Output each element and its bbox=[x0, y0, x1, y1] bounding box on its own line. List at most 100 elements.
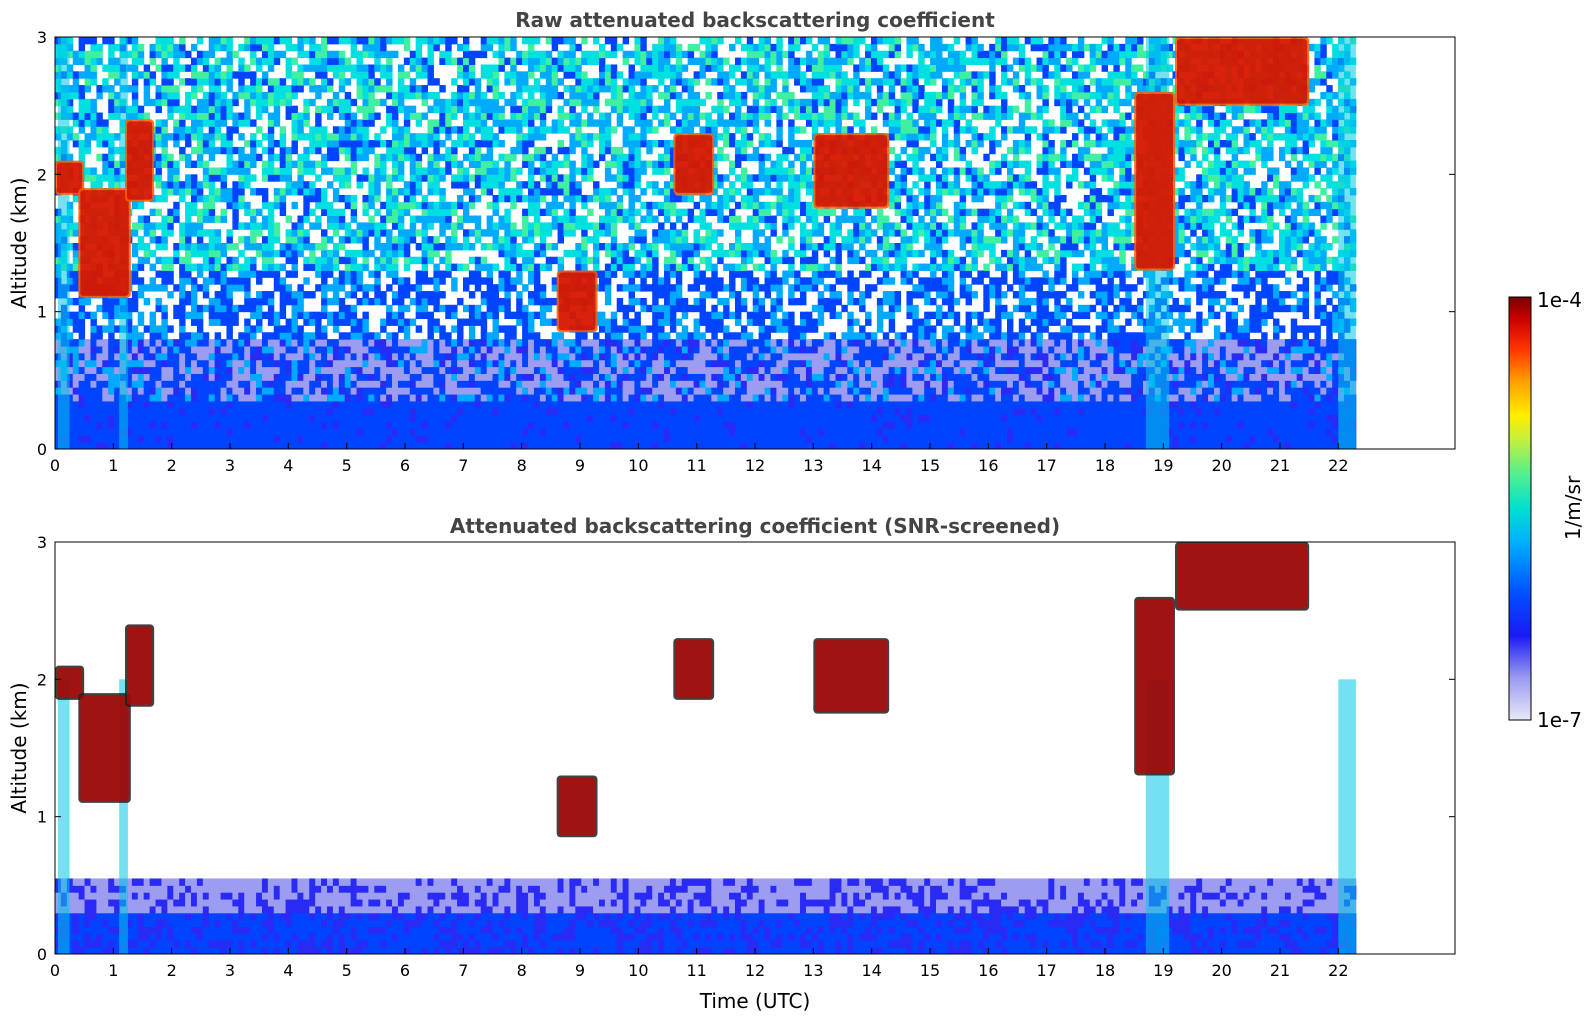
heatmap-cell bbox=[338, 311, 346, 320]
heatmap-cell bbox=[226, 78, 233, 86]
heatmap-cell bbox=[604, 297, 612, 306]
heatmap-cell bbox=[338, 400, 346, 409]
heatmap-cell bbox=[244, 140, 251, 148]
heatmap-cell bbox=[409, 339, 417, 347]
heatmap-cell bbox=[374, 64, 381, 72]
heatmap-cell bbox=[161, 346, 168, 354]
heatmap-cell bbox=[226, 43, 233, 52]
heatmap-cell bbox=[628, 160, 635, 168]
heatmap-cell bbox=[634, 78, 641, 86]
heatmap-cell bbox=[303, 414, 310, 423]
heatmap-cell bbox=[356, 373, 363, 381]
heatmap-cell bbox=[167, 366, 174, 374]
heatmap-cell bbox=[581, 442, 588, 449]
heatmap-cell bbox=[338, 435, 346, 443]
heatmap-cell bbox=[533, 407, 541, 416]
heatmap-cell bbox=[267, 394, 275, 402]
heatmap-cell bbox=[569, 400, 576, 409]
heatmap-cell bbox=[309, 98, 316, 107]
heatmap-cell bbox=[90, 346, 97, 354]
heatmap-cell bbox=[66, 215, 74, 223]
heatmap-cell bbox=[214, 414, 222, 423]
heatmap-cell bbox=[167, 98, 174, 107]
heatmap-cell bbox=[143, 359, 151, 368]
heatmap-cell bbox=[167, 181, 174, 189]
heatmap-cell bbox=[143, 284, 151, 292]
heatmap-cell bbox=[681, 304, 689, 313]
heatmap-cell bbox=[510, 435, 517, 443]
heatmap-cell bbox=[338, 256, 346, 265]
heatmap-cell bbox=[108, 400, 115, 409]
heatmap-cell bbox=[640, 160, 647, 168]
heatmap-cell bbox=[66, 297, 74, 306]
heatmap-cell bbox=[563, 37, 570, 45]
heatmap-cell bbox=[610, 400, 618, 409]
heatmap-cell bbox=[291, 91, 298, 100]
heatmap-cell bbox=[498, 57, 505, 65]
heatmap-cell bbox=[474, 421, 482, 429]
heatmap-cell bbox=[66, 222, 74, 230]
heatmap-cell bbox=[415, 291, 423, 299]
heatmap-cell bbox=[220, 98, 227, 107]
heatmap-cell bbox=[652, 256, 659, 265]
heatmap-cell bbox=[256, 270, 263, 278]
heatmap-cell bbox=[551, 78, 559, 86]
heatmap-cell bbox=[143, 91, 151, 100]
heatmap-cell bbox=[622, 442, 630, 449]
heatmap-cell bbox=[486, 146, 494, 155]
heatmap-cell bbox=[125, 318, 133, 326]
heatmap-cell bbox=[492, 243, 499, 251]
heatmap-cell bbox=[232, 311, 239, 320]
heatmap-cell bbox=[545, 243, 553, 251]
heatmap-cell bbox=[155, 339, 162, 347]
heatmap-cell bbox=[687, 215, 695, 223]
heatmap-cell bbox=[279, 332, 287, 340]
heatmap-cell bbox=[439, 332, 446, 340]
heatmap-cell bbox=[634, 229, 641, 237]
heatmap-cell bbox=[285, 229, 293, 237]
heatmap-cell bbox=[409, 201, 417, 210]
heatmap-cell bbox=[149, 263, 157, 271]
heatmap-cell bbox=[445, 407, 452, 416]
heatmap-cell bbox=[539, 421, 547, 429]
heatmap-cell bbox=[90, 435, 97, 443]
heatmap-cell bbox=[114, 435, 121, 443]
heatmap-cell bbox=[516, 380, 523, 388]
heatmap-cell bbox=[403, 263, 411, 271]
heatmap-cell bbox=[220, 43, 227, 52]
heatmap-cell bbox=[173, 359, 180, 368]
heatmap-cell bbox=[409, 400, 417, 409]
heatmap-cell bbox=[285, 188, 293, 196]
heatmap-cell bbox=[155, 304, 162, 313]
heatmap-cell bbox=[250, 71, 257, 79]
heatmap-cell bbox=[451, 421, 458, 429]
heatmap-cell bbox=[250, 366, 257, 374]
heatmap-cell bbox=[332, 105, 340, 114]
heatmap-cell bbox=[669, 304, 677, 313]
heatmap-cell bbox=[66, 153, 74, 162]
heatmap-cell bbox=[291, 71, 298, 79]
heatmap-cell bbox=[108, 167, 115, 175]
heatmap-cell bbox=[646, 98, 653, 107]
heatmap-cell bbox=[102, 339, 109, 347]
heatmap-cell bbox=[285, 400, 293, 409]
heatmap-cell bbox=[462, 414, 470, 423]
heatmap-cell bbox=[226, 304, 233, 313]
heatmap-cell bbox=[474, 236, 482, 244]
heatmap-cell bbox=[563, 71, 570, 79]
heatmap-cell bbox=[433, 181, 440, 189]
heatmap-cell bbox=[137, 256, 145, 265]
heatmap-cell bbox=[102, 160, 109, 168]
heatmap-cell bbox=[581, 394, 588, 402]
heatmap-cell bbox=[433, 98, 440, 107]
heatmap-cell bbox=[498, 243, 505, 251]
heatmap-cell bbox=[137, 339, 145, 347]
heatmap-cell bbox=[173, 126, 180, 134]
heatmap-cell bbox=[457, 435, 464, 443]
heatmap-cell bbox=[226, 133, 233, 141]
heatmap-cell bbox=[480, 435, 488, 443]
heatmap-cell bbox=[72, 325, 80, 333]
heatmap-cell bbox=[628, 236, 635, 244]
heatmap-cell bbox=[374, 194, 381, 203]
heatmap-cell bbox=[226, 126, 233, 134]
